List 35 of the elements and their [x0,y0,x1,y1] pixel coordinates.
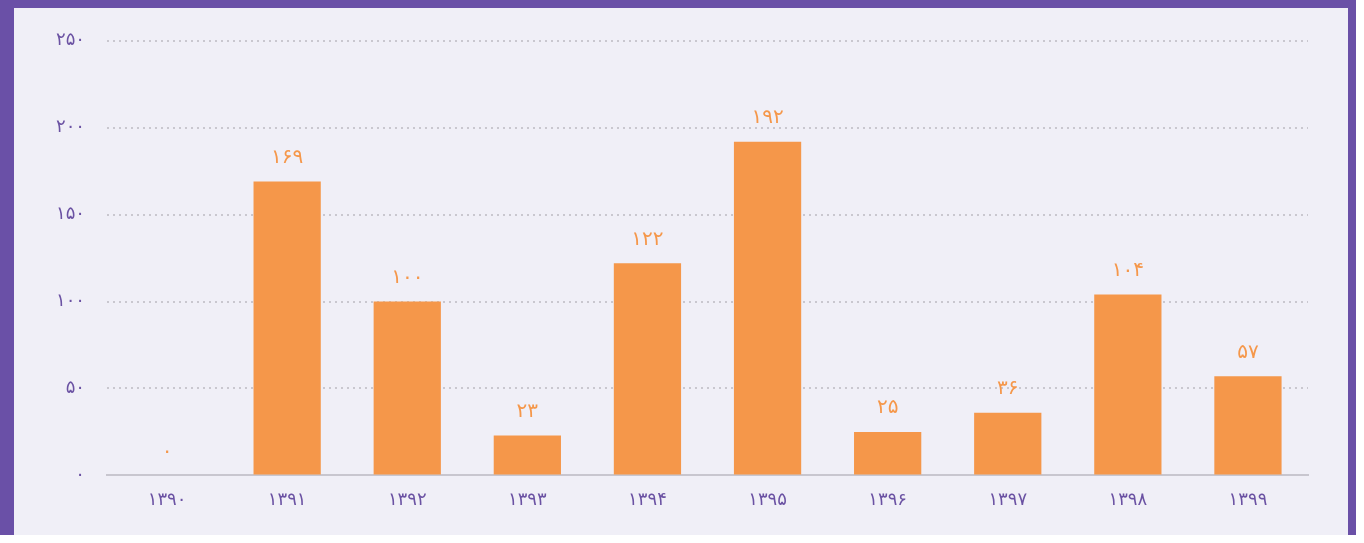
bar [493,435,561,475]
data-label: ۲۵ [876,394,899,419]
data-label: ۱۲۲ [631,225,664,250]
data-label: ۱۶۹ [271,143,304,168]
x-tick-label: ۱۳۹۳ [508,487,548,509]
bar [1094,294,1162,475]
data-label: ۱۰۰ [391,263,424,288]
x-tick-label: ۱۳۹۱ [267,487,307,509]
data-label: ۲۳ [516,397,539,422]
bar [253,181,321,475]
bar [974,412,1042,475]
x-tick-label: ۱۳۹۰ [147,487,187,509]
bar [373,301,441,475]
y-tick-label: ۲۰۰ [55,115,85,137]
data-label: ۳۶ [997,375,1019,400]
bar [613,263,682,475]
bar [733,141,802,475]
x-tick-label: ۱۳۹۲ [387,487,427,509]
data-label: ۰ [161,437,173,462]
y-tick-label: ۵۰ [65,376,85,398]
y-tick-label: ۰ [75,463,85,485]
x-tick-label: ۱۳۹۴ [628,487,667,509]
bar [854,431,922,475]
x-tick-label: ۱۳۹۵ [748,487,787,509]
data-label: ۵۷ [1237,338,1259,363]
y-tick-label: ۲۵۰ [55,28,85,50]
bar [1214,376,1282,475]
data-label: ۱۹۲ [751,103,784,128]
x-tick-label: ۱۳۹۶ [868,487,907,509]
y-tick-label: ۱۰۰ [55,289,85,311]
x-tick-label: ۱۳۹۸ [1108,487,1148,509]
y-tick-label: ۱۵۰ [55,202,85,224]
data-label: ۱۰۴ [1111,256,1144,281]
x-tick-label: ۱۳۹۹ [1228,487,1268,509]
x-tick-label: ۱۳۹۷ [988,487,1028,509]
